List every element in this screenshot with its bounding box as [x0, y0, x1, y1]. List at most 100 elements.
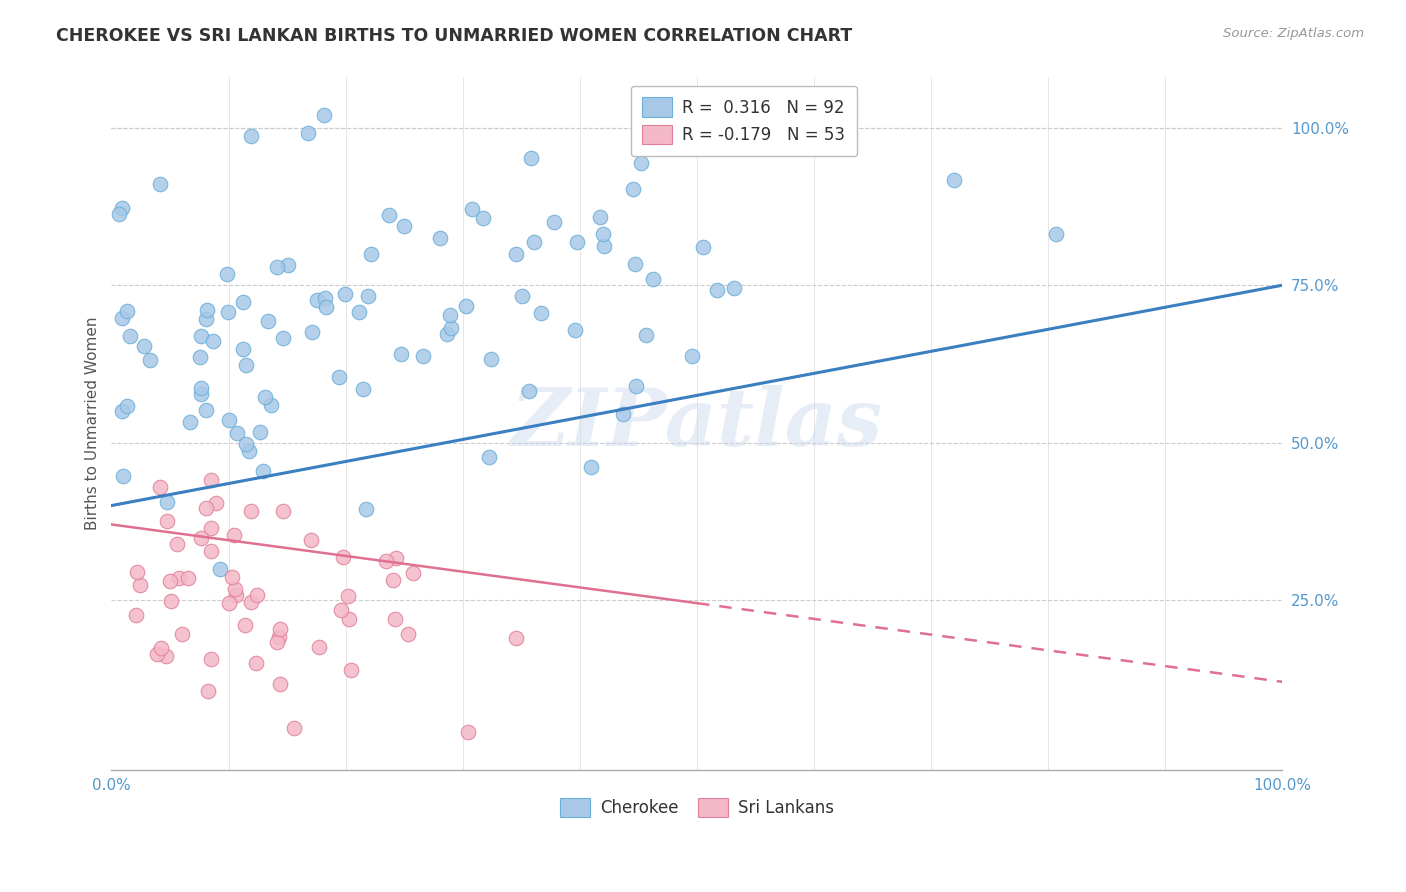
Point [479, 352, 502, 367]
Point [125, 566, 148, 580]
Point [378, 208, 401, 222]
Point [159, 593, 181, 607]
Point [221, 570, 243, 584]
Point [460, 202, 482, 216]
Point [111, 468, 134, 483]
Point [179, 415, 201, 429]
Point [194, 403, 217, 417]
Point [360, 247, 382, 261]
Point [517, 384, 540, 398]
Legend: Cherokee, Sri Lankans: Cherokee, Sri Lankans [553, 791, 841, 824]
Point [429, 231, 451, 245]
Y-axis label: Births to Unmarried Women: Births to Unmarried Women [86, 317, 100, 531]
Point [391, 347, 413, 361]
Point [505, 632, 527, 646]
Point [692, 240, 714, 254]
Point [315, 300, 337, 314]
Point [385, 550, 408, 565]
Point [232, 294, 254, 309]
Point [205, 496, 228, 510]
Point [299, 533, 322, 548]
Point [108, 207, 131, 221]
Point [457, 725, 479, 739]
Point [624, 257, 647, 271]
Point [235, 358, 257, 372]
Point [592, 227, 614, 241]
Point [155, 648, 177, 663]
Point [111, 404, 134, 418]
Point [266, 260, 288, 275]
Point [252, 465, 274, 479]
Point [297, 126, 319, 140]
Text: Source: ZipAtlas.com: Source: ZipAtlas.com [1223, 27, 1364, 40]
Point [117, 399, 139, 413]
Point [226, 426, 249, 441]
Point [564, 323, 586, 337]
Point [217, 305, 239, 319]
Point [190, 387, 212, 401]
Point [396, 626, 419, 640]
Point [523, 235, 546, 249]
Point [224, 582, 246, 597]
Point [194, 312, 217, 326]
Point [190, 381, 212, 395]
Point [301, 325, 323, 339]
Point [510, 288, 533, 302]
Point [340, 664, 363, 678]
Point [530, 306, 553, 320]
Point [253, 390, 276, 404]
Point [305, 293, 328, 307]
Point [233, 618, 256, 632]
Point [706, 283, 728, 297]
Point [308, 640, 330, 654]
Point [115, 304, 138, 318]
Point [128, 578, 150, 592]
Point [543, 215, 565, 229]
Point [215, 267, 238, 281]
Point [156, 515, 179, 529]
Point [329, 603, 352, 617]
Point [118, 328, 141, 343]
Point [166, 537, 188, 551]
Point [337, 611, 360, 625]
Point [111, 311, 134, 326]
Point [630, 156, 652, 170]
Point [200, 474, 222, 488]
Point [190, 532, 212, 546]
Point [520, 152, 543, 166]
Point [190, 329, 212, 343]
Point [111, 201, 134, 215]
Point [271, 331, 294, 345]
Point [266, 635, 288, 649]
Point [149, 480, 172, 494]
Point [357, 289, 380, 303]
Point [167, 571, 190, 585]
Point [170, 627, 193, 641]
Point [267, 630, 290, 644]
Point [621, 182, 644, 196]
Point [347, 305, 370, 319]
Point [256, 314, 278, 328]
Point [314, 108, 336, 122]
Point [239, 129, 262, 144]
Point [283, 721, 305, 735]
Point [201, 334, 224, 348]
Point [314, 291, 336, 305]
Point [235, 436, 257, 450]
Point [276, 258, 298, 272]
Point [565, 235, 588, 249]
Point [149, 177, 172, 191]
Point [439, 308, 461, 322]
Point [139, 353, 162, 368]
Point [581, 459, 603, 474]
Point [145, 648, 167, 662]
Point [218, 413, 240, 427]
Point [593, 238, 616, 252]
Point [723, 281, 745, 295]
Point [225, 588, 247, 602]
Point [249, 425, 271, 439]
Point [454, 299, 477, 313]
Point [394, 219, 416, 234]
Point [177, 571, 200, 585]
Point [354, 502, 377, 516]
